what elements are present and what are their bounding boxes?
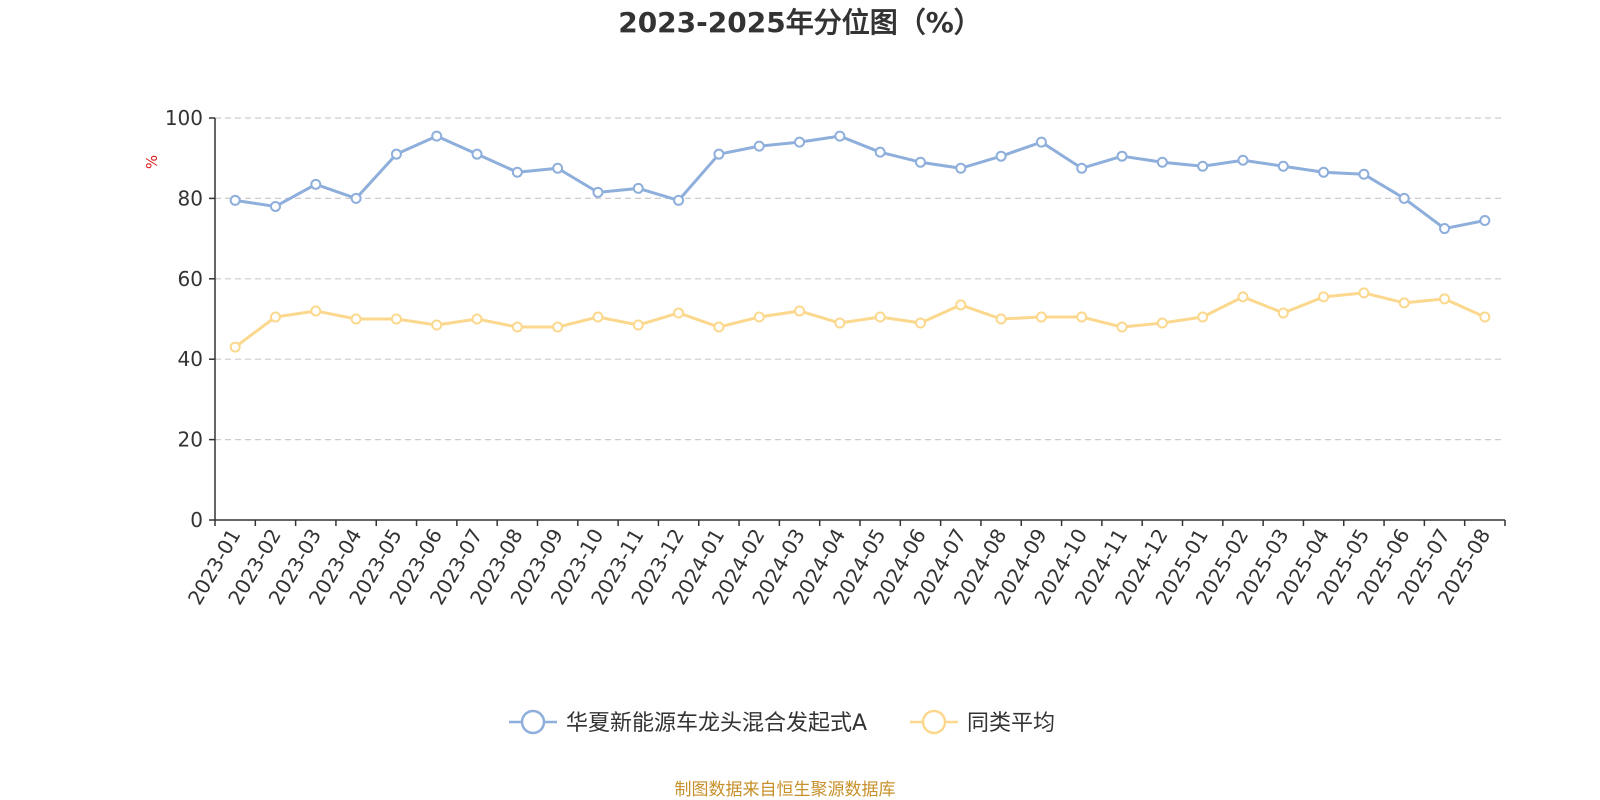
source-note: 制图数据来自恒生聚源数据库 bbox=[675, 780, 896, 800]
data-point[interactable] bbox=[1398, 192, 1410, 204]
data-point[interactable] bbox=[834, 130, 846, 142]
series-1 bbox=[229, 287, 1491, 353]
legend-item-1[interactable]: 同类平均 bbox=[910, 709, 1055, 736]
y-tick-label: 0 bbox=[190, 508, 203, 532]
data-point[interactable] bbox=[1237, 291, 1249, 303]
data-point[interactable] bbox=[350, 192, 362, 204]
data-point[interactable] bbox=[874, 311, 886, 323]
data-point[interactable] bbox=[1116, 150, 1128, 162]
y-tick-label: 100 bbox=[165, 106, 203, 130]
data-point[interactable] bbox=[592, 311, 604, 323]
data-point[interactable] bbox=[1035, 311, 1047, 323]
legend-label: 同类平均 bbox=[967, 711, 1055, 736]
data-point[interactable] bbox=[1439, 223, 1451, 235]
data-point[interactable] bbox=[1156, 317, 1168, 329]
data-point[interactable] bbox=[310, 305, 322, 317]
series-line bbox=[234, 134, 1486, 231]
data-point[interactable] bbox=[431, 130, 443, 142]
data-point[interactable] bbox=[1237, 154, 1249, 166]
data-point[interactable] bbox=[713, 321, 725, 333]
data-point[interactable] bbox=[471, 148, 483, 160]
y-axis-label: % bbox=[143, 155, 161, 169]
data-point[interactable] bbox=[592, 186, 604, 198]
axes: 0204060801002023-012023-022023-032023-04… bbox=[165, 106, 1506, 609]
data-point[interactable] bbox=[673, 307, 685, 319]
data-point[interactable] bbox=[1358, 168, 1370, 180]
series-0 bbox=[229, 130, 1491, 235]
series-line bbox=[234, 291, 1486, 349]
data-point[interactable] bbox=[229, 341, 241, 353]
data-point[interactable] bbox=[269, 311, 281, 323]
data-point[interactable] bbox=[511, 166, 523, 178]
data-point[interactable] bbox=[1479, 311, 1491, 323]
y-tick-label: 80 bbox=[178, 186, 203, 210]
y-tick-label: 60 bbox=[178, 267, 203, 291]
data-point[interactable] bbox=[955, 162, 967, 174]
data-point[interactable] bbox=[1277, 307, 1289, 319]
data-point[interactable] bbox=[1076, 162, 1088, 174]
data-point[interactable] bbox=[914, 317, 926, 329]
data-point[interactable] bbox=[713, 148, 725, 160]
data-point[interactable] bbox=[874, 146, 886, 158]
data-point[interactable] bbox=[1398, 297, 1410, 309]
legend[interactable]: 华夏新能源车龙头混合发起式A 同类平均 bbox=[509, 709, 1055, 736]
y-tick-label: 40 bbox=[178, 347, 203, 371]
data-point[interactable] bbox=[1156, 156, 1168, 168]
data-point[interactable] bbox=[1035, 136, 1047, 148]
y-tick-label: 20 bbox=[178, 428, 203, 452]
data-point[interactable] bbox=[552, 162, 564, 174]
chart-title: 2023-2025年分位图（%） bbox=[618, 6, 982, 39]
data-point[interactable] bbox=[390, 148, 402, 160]
data-point[interactable] bbox=[511, 321, 523, 333]
data-point[interactable] bbox=[1439, 293, 1451, 305]
data-point[interactable] bbox=[1318, 291, 1330, 303]
data-point[interactable] bbox=[1358, 287, 1370, 299]
data-point[interactable] bbox=[1076, 311, 1088, 323]
data-point[interactable] bbox=[1318, 166, 1330, 178]
data-point[interactable] bbox=[673, 194, 685, 206]
data-point[interactable] bbox=[390, 313, 402, 325]
data-point[interactable] bbox=[995, 313, 1007, 325]
grid-lines bbox=[215, 117, 1505, 441]
data-point[interactable] bbox=[632, 182, 644, 194]
data-point[interactable] bbox=[1116, 321, 1128, 333]
data-point[interactable] bbox=[471, 313, 483, 325]
data-point[interactable] bbox=[834, 317, 846, 329]
data-point[interactable] bbox=[1197, 311, 1209, 323]
data-point[interactable] bbox=[753, 311, 765, 323]
data-point[interactable] bbox=[1277, 160, 1289, 172]
legend-circle-icon bbox=[520, 709, 546, 735]
legend-label: 华夏新能源车龙头混合发起式A bbox=[566, 711, 867, 736]
data-point[interactable] bbox=[632, 319, 644, 331]
data-point[interactable] bbox=[1479, 215, 1491, 227]
data-point[interactable] bbox=[350, 313, 362, 325]
data-point[interactable] bbox=[794, 305, 806, 317]
data-point[interactable] bbox=[552, 321, 564, 333]
data-point[interactable] bbox=[269, 200, 281, 212]
data-point[interactable] bbox=[753, 140, 765, 152]
data-point[interactable] bbox=[955, 299, 967, 311]
data-point[interactable] bbox=[914, 156, 926, 168]
data-point[interactable] bbox=[794, 136, 806, 148]
data-point[interactable] bbox=[229, 194, 241, 206]
legend-circle-icon bbox=[921, 709, 947, 735]
data-point[interactable] bbox=[1197, 160, 1209, 172]
series-lines bbox=[229, 130, 1491, 353]
legend-item-0[interactable]: 华夏新能源车龙头混合发起式A bbox=[509, 709, 867, 736]
data-point[interactable] bbox=[431, 319, 443, 331]
data-point[interactable] bbox=[995, 150, 1007, 162]
data-point[interactable] bbox=[310, 178, 322, 190]
